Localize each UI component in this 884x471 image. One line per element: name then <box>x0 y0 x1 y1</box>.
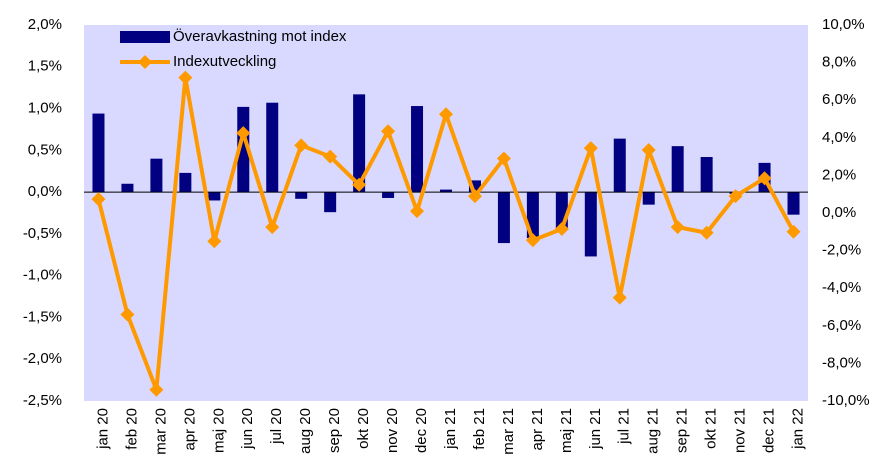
marker <box>467 189 482 204</box>
marker <box>612 290 627 305</box>
x-tick-label: mar 20 <box>152 408 169 455</box>
marker <box>323 149 338 164</box>
marker <box>699 225 714 240</box>
marker <box>439 107 453 122</box>
x-tick-label: nov 20 <box>384 408 401 453</box>
x-tick-label: aug 21 <box>645 408 662 454</box>
marker <box>381 124 396 139</box>
y-tick-label: 1,5% <box>28 58 62 75</box>
legend-marker <box>138 55 152 69</box>
y-tick-label: 1,0% <box>28 100 62 117</box>
x-tick-label: dec 20 <box>413 408 430 453</box>
x-tick-label: maj 20 <box>210 408 227 453</box>
x-tick-label: okt 20 <box>355 408 372 449</box>
bar <box>440 189 452 193</box>
marker <box>583 141 598 156</box>
x-tick-label: mar 21 <box>500 408 517 455</box>
x-tick-label: sep 20 <box>326 408 343 453</box>
bar <box>671 146 684 193</box>
x-tick-label: okt 21 <box>703 408 720 449</box>
marker <box>554 221 569 236</box>
marker <box>207 234 222 249</box>
marker <box>91 192 106 207</box>
y2-tick-label: 4,0% <box>822 129 856 146</box>
legend-label: Överavkastning mot index <box>173 27 347 45</box>
marker <box>265 220 280 235</box>
legend-swatch <box>120 31 170 43</box>
bar <box>324 192 337 213</box>
y-tick-label: 0,0% <box>28 183 62 200</box>
x-tick-label: dec 21 <box>761 408 778 453</box>
bar <box>266 102 279 193</box>
x-tick-label: feb 21 <box>471 408 488 450</box>
marker <box>496 151 511 166</box>
marker <box>120 307 135 322</box>
marker <box>178 70 193 85</box>
marker <box>410 204 425 219</box>
marker <box>670 220 685 235</box>
x-tick-label: jun 21 <box>587 408 604 450</box>
plot-area <box>84 25 808 401</box>
x-tick-label: apr 21 <box>529 408 546 451</box>
bar <box>208 192 221 201</box>
x-tick-label: maj 21 <box>558 408 575 453</box>
x-tick-label: apr 20 <box>181 408 198 451</box>
bar <box>353 94 366 193</box>
x-tick-label: jan 20 <box>94 408 111 450</box>
x-tick-label: sep 21 <box>674 408 691 453</box>
bar <box>237 106 250 193</box>
marker <box>525 233 540 248</box>
bar <box>642 192 655 205</box>
bar <box>497 192 510 244</box>
bar <box>468 180 481 193</box>
bar <box>121 183 134 193</box>
y-tick-label: -2,0% <box>23 350 62 367</box>
marker <box>757 171 772 186</box>
y-tick-label: -0,5% <box>23 225 62 242</box>
y2-tick-label: -10,0% <box>822 392 870 409</box>
marker <box>294 138 309 153</box>
marker <box>352 177 367 192</box>
y2-tick-label: 10,0% <box>822 16 865 33</box>
bar <box>382 192 395 198</box>
x-tick-label: jul 20 <box>268 408 285 445</box>
bar <box>179 172 192 193</box>
marker <box>786 224 801 239</box>
y-tick-label: -1,0% <box>23 267 62 284</box>
bar <box>584 192 597 257</box>
bar <box>92 113 105 193</box>
x-tick-label: jan 22 <box>789 408 806 450</box>
y-tick-label: 2,0% <box>28 16 62 33</box>
marker <box>149 382 164 397</box>
y2-tick-label: -4,0% <box>822 279 861 296</box>
legend-label: Indexutveckling <box>173 53 276 70</box>
marker <box>641 143 656 158</box>
y-tick-label: 0,5% <box>28 141 62 158</box>
y2-tick-label: -6,0% <box>822 317 861 334</box>
x-tick-label: nov 21 <box>732 408 749 453</box>
y2-tick-label: -2,0% <box>822 242 861 259</box>
x-tick-label: feb 20 <box>123 408 140 450</box>
bar <box>295 192 308 199</box>
y2-tick-label: 6,0% <box>822 91 856 108</box>
bar <box>150 158 163 193</box>
y-tick-label: -1,5% <box>23 308 62 325</box>
x-tick-label: jun 20 <box>239 408 256 450</box>
bar <box>700 157 713 193</box>
y-tick-label: -2,5% <box>23 392 62 409</box>
y2-tick-label: 0,0% <box>822 204 856 221</box>
x-tick-label: aug 20 <box>297 408 314 454</box>
marker <box>236 126 251 141</box>
bar <box>411 106 424 193</box>
marker <box>728 189 743 204</box>
x-tick-label: jan 21 <box>442 408 459 450</box>
bar <box>787 192 800 215</box>
bar <box>613 138 626 193</box>
y2-tick-label: 8,0% <box>822 54 856 71</box>
x-tick-label: jul 21 <box>616 408 633 445</box>
y2-tick-label: -8,0% <box>822 354 861 371</box>
y2-tick-label: 2,0% <box>822 166 856 183</box>
